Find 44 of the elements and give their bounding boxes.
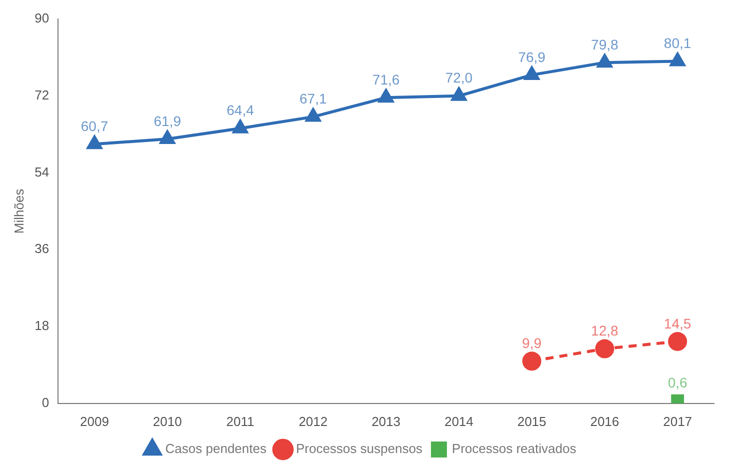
x-tick-label: 2011: [226, 414, 254, 429]
data-label: 9,9: [522, 334, 542, 351]
y-axis-title: Milhões: [11, 188, 26, 234]
legend-label: Casos pendentes: [165, 441, 267, 456]
point: [668, 332, 688, 351]
y-tick-label: 18: [34, 318, 50, 334]
x-tick-label: 2010: [152, 414, 182, 429]
data-label: 60,7: [80, 118, 108, 134]
point: [451, 87, 466, 101]
data-label: 64,4: [226, 102, 254, 118]
y-tick-label: 36: [34, 241, 50, 256]
point: [86, 136, 102, 150]
data-label: 80,1: [664, 35, 692, 52]
point: [597, 54, 612, 68]
x-tick-label: 2009: [80, 414, 109, 429]
y-tick-label: 54: [34, 164, 50, 180]
x-tick-label: 2016: [590, 414, 620, 429]
point: [306, 108, 321, 122]
data-label: 76,9: [518, 48, 546, 65]
data-label: 79,8: [591, 36, 619, 52]
legend-label: Processos reativados: [452, 441, 577, 456]
y-tick-label: 0: [42, 394, 50, 410]
data-label: 67,1: [300, 90, 327, 107]
y-tick-label: 72: [34, 87, 50, 102]
x-tick-label: 2014: [444, 414, 474, 429]
point: [522, 352, 542, 371]
point: [232, 120, 248, 134]
data-label: 61,9: [154, 112, 182, 129]
point: [670, 52, 686, 66]
data-label: 0,6: [668, 374, 688, 391]
x-tick-label: 2015: [517, 414, 546, 429]
data-label: 12,8: [591, 322, 619, 339]
x-tick-label: 2013: [372, 414, 400, 429]
data-label: 71,6: [372, 71, 400, 88]
data-label: 14,5: [664, 315, 692, 332]
y-tick-label: 90: [34, 10, 50, 26]
x-tick-label: 2017: [663, 414, 692, 429]
x-tick-label: 2012: [298, 414, 328, 429]
point: [595, 339, 614, 358]
legend-label: Processos suspensos: [296, 441, 423, 456]
point: [160, 130, 175, 144]
point: [378, 89, 394, 103]
point: [524, 66, 540, 80]
data-label: 72,0: [445, 70, 473, 86]
